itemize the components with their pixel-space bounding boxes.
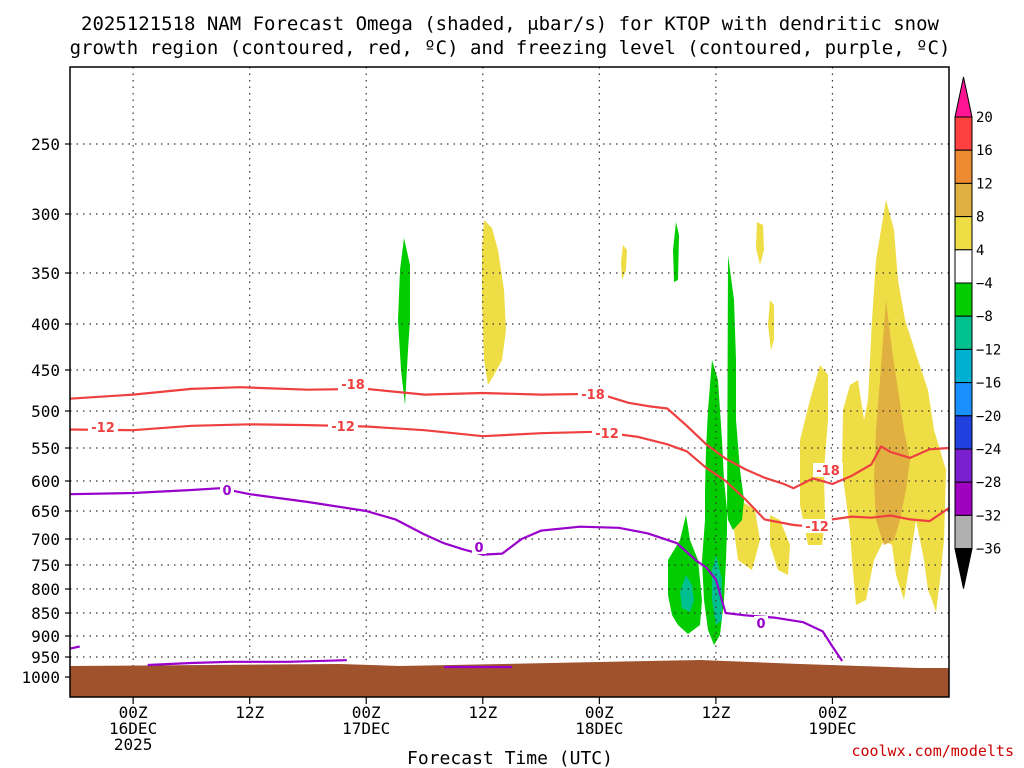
y-tick-label-950: 950 bbox=[31, 648, 60, 667]
contour-label-minus12-c: -12 bbox=[595, 427, 619, 442]
credit-text: coolwx.com/modelts bbox=[851, 742, 1014, 760]
omega-region-downward-core-2 bbox=[712, 555, 722, 625]
colorbar-band-0 bbox=[954, 116, 973, 151]
contour-label-minus12-d: -12 bbox=[805, 520, 829, 535]
colorbar-label-6: −8 bbox=[976, 309, 993, 325]
colorbar-band-3 bbox=[954, 216, 973, 251]
y-tick-label-500: 500 bbox=[31, 402, 60, 421]
omega-region-upward-left-lobe bbox=[800, 365, 828, 545]
x-tick-label-36-0: 12Z bbox=[468, 703, 497, 722]
colorbar-label-5: −4 bbox=[976, 276, 993, 292]
colorbar-label-4: 4 bbox=[976, 243, 984, 259]
x-tick-label-24-0: 00Z bbox=[352, 703, 381, 722]
y-tick-label-750: 750 bbox=[31, 556, 60, 575]
contour-label-minus12-a: -12 bbox=[91, 421, 115, 436]
x-axis-title: Forecast Time (UTC) bbox=[407, 748, 613, 768]
y-axis: 250 300 350 400 450 500 550 600 650 700 750 800 850 9… bbox=[21, 135, 70, 687]
chart-title-line-1: 2025121518 NAM Forecast Omega (shaded, μ… bbox=[81, 13, 939, 35]
contour-label-zero-c: 0 bbox=[756, 617, 765, 632]
y-tick-label-600: 600 bbox=[31, 472, 60, 491]
omega-region-downward-left bbox=[668, 515, 702, 634]
colorbar-label-13: −36 bbox=[976, 542, 1001, 558]
colorbar-band-7 bbox=[954, 348, 973, 384]
plot-area: -18 -18 -18 -12 -12 -12 -12 0 0 0 bbox=[70, 67, 949, 697]
colorbar-band-11 bbox=[954, 481, 973, 516]
y-tick-label-400: 400 bbox=[31, 315, 60, 334]
y-tick-label-800: 800 bbox=[31, 580, 60, 599]
x-tick-label-0-1: 16DEC bbox=[109, 719, 157, 738]
colorbar-label-3: 8 bbox=[976, 210, 984, 226]
contour-label-minus18-b: -18 bbox=[581, 388, 605, 403]
omega-shading bbox=[398, 200, 946, 645]
colorbar-top-arrow bbox=[954, 76, 973, 118]
colorbar-label-7: −12 bbox=[976, 342, 1001, 358]
contour-line-1 bbox=[70, 423, 949, 528]
ground-surface-top bbox=[70, 660, 949, 697]
x-tick-label-12-0: 12Z bbox=[235, 703, 264, 722]
omega-region-downward-main bbox=[702, 255, 744, 645]
colorbar-band-5 bbox=[954, 282, 973, 317]
contour-label-minus18-a: -18 bbox=[341, 378, 365, 393]
chart-title-line-2: growth region (contoured, red, ºC) and f… bbox=[70, 37, 951, 59]
omega-region-upward-small bbox=[621, 245, 627, 280]
y-tick-label-550: 550 bbox=[31, 439, 60, 458]
y-tick-label-350: 350 bbox=[31, 264, 60, 283]
colorbar-label-8: −16 bbox=[976, 376, 1001, 392]
colorbar-band-2 bbox=[954, 182, 973, 218]
colorbar-band-10 bbox=[954, 448, 973, 483]
colorbar-label-0: 20 bbox=[976, 110, 993, 126]
y-tick-label-1000: 1000 bbox=[21, 668, 60, 687]
y-tick-label-850: 850 bbox=[31, 604, 60, 623]
colorbar-label-9: −20 bbox=[976, 409, 1001, 425]
omega-region-downward-mid bbox=[398, 238, 410, 405]
colorbar-band-9 bbox=[954, 415, 973, 450]
plot-background bbox=[70, 67, 949, 697]
x-tick-label-48-0: 00Z bbox=[585, 703, 614, 722]
colorbar-label-1: 16 bbox=[976, 143, 993, 159]
contour-label-minus18-c: -18 bbox=[816, 464, 840, 479]
x-tick-label-0-2: 2025 bbox=[114, 735, 153, 754]
omega-region-upward-core bbox=[874, 300, 910, 545]
plot-frame bbox=[69, 66, 950, 698]
x-tick-label-72-1: 19DEC bbox=[808, 719, 856, 738]
colorbar-label-11: −28 bbox=[976, 475, 1001, 491]
y-tick-label-300: 300 bbox=[31, 205, 60, 224]
contour-label-minus12-b: -12 bbox=[331, 420, 355, 435]
omega-region-upward-upper bbox=[756, 222, 764, 265]
colorbar-label-2: 12 bbox=[976, 176, 993, 192]
omega-region-upward-thin bbox=[768, 300, 774, 350]
colorbar-band-8 bbox=[954, 382, 973, 417]
colorbar: 20 16 12 8 4 −4 −8 −12 −16 −20 −24 −28 −32 −36 bbox=[954, 76, 1001, 589]
gridlines bbox=[70, 67, 949, 697]
omega-region-upward-mid bbox=[482, 220, 506, 385]
omega-region-upward-bottom bbox=[770, 515, 790, 575]
y-tick-label-250: 250 bbox=[31, 135, 60, 154]
colorbar-band-1 bbox=[954, 149, 973, 184]
colorbar-bottom-arrow bbox=[954, 548, 973, 589]
colorbar-label-10: −24 bbox=[976, 442, 1001, 458]
omega-region-downward-small bbox=[673, 222, 679, 282]
y-tick-label-650: 650 bbox=[31, 502, 60, 521]
x-tick-label-72-0: 00Z bbox=[818, 703, 847, 722]
x-tick-label-24-1: 17DEC bbox=[342, 719, 390, 738]
y-tick-label-700: 700 bbox=[31, 530, 60, 549]
colorbar-label-12: −32 bbox=[976, 508, 1001, 524]
contour-line-3 bbox=[70, 645, 80, 650]
x-tick-label-60-0: 12Z bbox=[701, 703, 730, 722]
y-tick-label-450: 450 bbox=[31, 361, 60, 380]
colorbar-band-6 bbox=[954, 315, 973, 350]
colorbar-band-12 bbox=[954, 514, 973, 550]
contour-line-4 bbox=[147, 659, 347, 667]
contour-label-zero-b: 0 bbox=[474, 541, 483, 556]
contour-label-zero-a: 0 bbox=[222, 484, 231, 499]
colorbar-band-4 bbox=[954, 249, 973, 284]
contour-labels: -18 -18 -18 -12 -12 -12 -12 0 0 0 bbox=[88, 377, 843, 632]
y-tick-label-900: 900 bbox=[31, 627, 60, 646]
omega-region-downward-core bbox=[680, 575, 694, 612]
x-tick-label-48-1: 18DEC bbox=[575, 719, 623, 738]
x-tick-label-0-0: 00Z bbox=[119, 703, 148, 722]
